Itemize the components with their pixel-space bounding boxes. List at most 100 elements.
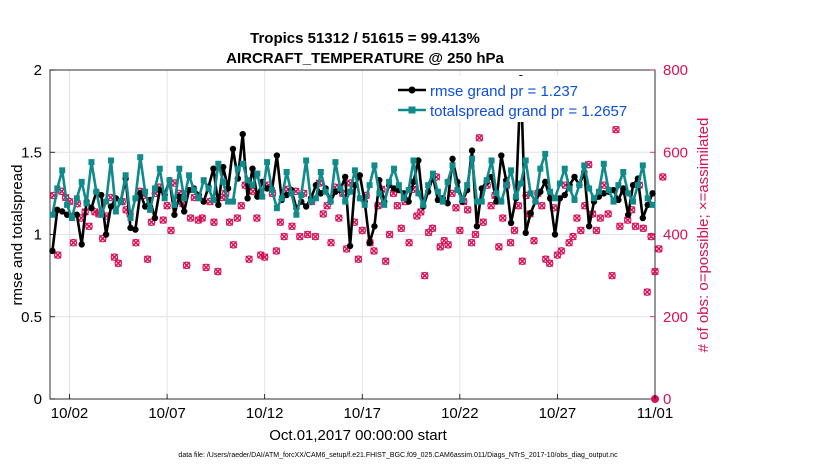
obs-assimilated-marker xyxy=(393,201,402,210)
obs-possible-marker xyxy=(397,224,406,233)
obs-possible-marker xyxy=(303,230,312,239)
rmse-point xyxy=(468,147,476,154)
obs-possible-marker xyxy=(475,134,484,142)
rmse-point xyxy=(551,231,559,238)
rmse-point xyxy=(54,206,61,214)
obs-possible-marker xyxy=(354,255,363,263)
rmse-point xyxy=(210,165,217,172)
totalspread-point xyxy=(322,188,329,195)
totalspread-point xyxy=(190,187,197,194)
obs-assimilated-marker xyxy=(420,271,429,280)
obs-possible-marker xyxy=(370,247,378,255)
totalspread-point xyxy=(356,195,363,202)
obs-possible-marker xyxy=(167,226,175,235)
totalspread-point xyxy=(649,201,656,208)
obs-assimilated-marker xyxy=(510,226,519,235)
obs-possible-marker xyxy=(245,255,253,263)
obs-assimilated-marker xyxy=(182,261,191,270)
totalspread-point xyxy=(264,159,271,166)
totalspread-point xyxy=(605,187,612,194)
obs-assimilated-marker xyxy=(436,243,445,251)
obs-possible-marker xyxy=(253,214,261,222)
obs-possible-marker xyxy=(498,214,507,222)
totalspread-point xyxy=(576,182,583,189)
rmse-point xyxy=(107,203,115,210)
totalspread-point xyxy=(395,182,402,189)
totalspread-point xyxy=(229,198,236,205)
totalspread-point xyxy=(107,157,114,164)
obs-assimilated-marker xyxy=(616,222,624,231)
totalspread-point xyxy=(400,195,407,202)
obs-assimilated-marker xyxy=(479,218,487,226)
legend-rmse-label: rmse grand pr = 1.237 xyxy=(430,83,578,100)
totalspread-point xyxy=(625,190,632,197)
totalspread-point xyxy=(410,157,417,164)
totalspread-point xyxy=(303,157,310,164)
legend-rmse-marker xyxy=(408,86,416,94)
y2-tick-label: 200 xyxy=(663,309,688,326)
data-file-footnote: data file: /Users/raeder/DAI/ATM_forcXX/… xyxy=(178,452,618,459)
totalspread-point xyxy=(561,165,568,172)
totalspread-point xyxy=(186,172,193,179)
totalspread-point xyxy=(439,198,446,205)
obs-possible-marker xyxy=(335,214,343,222)
x-tick-label: 11/01 xyxy=(637,405,673,422)
rmse-point xyxy=(434,196,442,204)
obs-assimilated-marker xyxy=(577,226,585,235)
obs-possible-marker xyxy=(98,234,107,243)
totalspread-point xyxy=(381,201,388,208)
totalspread-point xyxy=(293,211,300,218)
obs-assimilated-marker xyxy=(659,173,667,181)
rmse-point xyxy=(561,191,568,199)
rmse-point xyxy=(244,195,251,202)
obs-assimilated-marker xyxy=(69,238,78,247)
rmse-point xyxy=(200,198,207,205)
obs-possible-marker xyxy=(452,203,460,212)
obs-possible-marker xyxy=(405,238,413,247)
obs-assimilated-marker xyxy=(237,201,245,210)
totalspread-point xyxy=(551,195,558,202)
obs-assimilated-marker xyxy=(132,238,140,247)
totalspread-point xyxy=(122,172,129,179)
totalspread-point xyxy=(83,200,90,207)
rmse-point xyxy=(444,200,451,207)
obs-assimilated-marker xyxy=(358,226,366,235)
rmse-point xyxy=(98,191,105,199)
rmse-point xyxy=(263,185,271,192)
rmse-point xyxy=(254,193,261,200)
obs-possible-marker xyxy=(296,232,304,241)
rmse-point xyxy=(171,211,178,218)
obs-possible-marker xyxy=(276,218,285,226)
obs-assimilated-marker xyxy=(163,201,171,210)
obs-possible-marker xyxy=(553,251,562,259)
obs-assimilated-marker xyxy=(311,232,320,241)
obs-possible-marker xyxy=(471,230,480,239)
rmse-point xyxy=(585,223,593,230)
totalspread-point xyxy=(78,178,85,185)
obs-possible-marker xyxy=(147,218,156,226)
totalspread-point xyxy=(571,196,578,203)
rmse-point xyxy=(63,211,71,218)
obs-assimilated-marker xyxy=(335,214,343,222)
obs-assimilated-marker xyxy=(280,232,288,241)
totalspread-point xyxy=(425,182,432,189)
totalspread-point xyxy=(151,185,158,192)
obs-possible-marker xyxy=(233,214,242,222)
obs-possible-marker xyxy=(616,222,624,231)
obs-possible-marker xyxy=(323,201,331,210)
totalspread-point xyxy=(298,192,305,199)
totalspread-point xyxy=(639,162,646,169)
x-tick-label: 10/07 xyxy=(148,405,186,422)
totalspread-point xyxy=(420,201,427,208)
obs-assimilated-marker xyxy=(229,241,238,249)
rmse-point xyxy=(405,198,412,205)
obs-possible-marker xyxy=(651,267,659,276)
obs-possible-marker xyxy=(643,288,651,296)
totalspread-point xyxy=(620,168,627,175)
obs-assimilated-marker xyxy=(643,288,651,296)
obs-possible-marker xyxy=(463,206,472,214)
obs-assimilated-marker xyxy=(198,214,206,222)
y-tick-label: 1 xyxy=(34,227,42,244)
totalspread-point xyxy=(283,168,290,175)
